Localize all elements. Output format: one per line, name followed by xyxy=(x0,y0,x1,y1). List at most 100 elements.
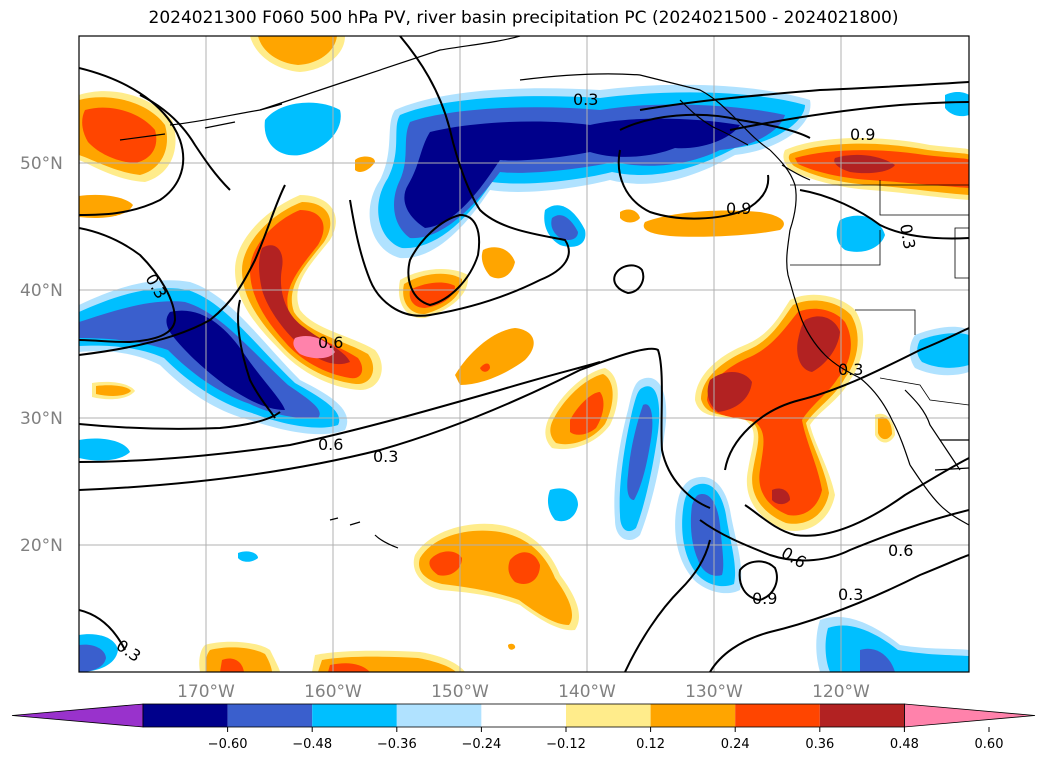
contour-06-long xyxy=(79,361,601,463)
map-plot-area: 0.3 0.9 0.9 0.3 0.6 0.3 0.3 0.6 0.3 0.6 … xyxy=(79,36,969,672)
country-borders xyxy=(790,180,969,406)
colorbar: −0.60 −0.48 −0.36 −0.24 −0.12 0.12 0.24 0.36 0.4… xyxy=(11,703,1036,752)
contour-06-crescent xyxy=(237,299,276,419)
lat-label: 40°N xyxy=(20,281,63,301)
lon-label: 170°W xyxy=(177,682,235,702)
aleutian-islands xyxy=(119,103,283,141)
warm-region-tiny-2 xyxy=(355,156,375,173)
contour-label: 0.9 xyxy=(850,125,875,144)
coastlines xyxy=(119,36,969,549)
contour-label: 0.3 xyxy=(896,222,919,250)
alaska-gulf-coast xyxy=(519,73,771,151)
blue-region-nw-small xyxy=(264,102,341,156)
alaska-coast xyxy=(169,36,521,126)
colorbar-segment xyxy=(396,704,482,727)
lat-label: 20°N xyxy=(20,536,63,556)
contour-label: 0.3 xyxy=(838,585,863,604)
contour-09-loop xyxy=(617,149,770,220)
warm-region-south-red-b xyxy=(508,552,540,585)
lon-label: 130°W xyxy=(685,682,743,702)
colorbar-frame xyxy=(142,703,905,728)
negative-anomaly-fills xyxy=(79,84,969,672)
contour-03-north-b xyxy=(349,36,570,317)
contour-vertical-south xyxy=(624,539,711,672)
colorbar-segment xyxy=(227,704,313,727)
colorbar-label: −0.60 xyxy=(208,737,248,752)
vancouver-island xyxy=(781,164,811,181)
contour-09-center-east xyxy=(619,113,811,139)
positive-anomaly-fills xyxy=(79,36,969,672)
contour-label: 0.6 xyxy=(318,333,343,352)
lon-label: 120°W xyxy=(812,682,870,702)
contour-09-wiggle xyxy=(79,411,281,430)
latitude-labels: 50°N 40°N 30°N 20°N xyxy=(20,154,63,556)
contour-06-east xyxy=(744,457,969,537)
blue-region-tiny-south xyxy=(238,551,258,562)
longitude-labels: 170°W 160°W 150°W 140°W 130°W 120°W xyxy=(177,682,870,702)
contour-label: 0.9 xyxy=(752,589,777,608)
colorbar-segment xyxy=(481,704,566,727)
blue-region-central-south-core xyxy=(690,494,724,576)
contour-09-northeast xyxy=(729,101,969,131)
warm-region-top-mid xyxy=(258,36,337,65)
contour-label: 0.9 xyxy=(726,199,751,218)
us-west-coast xyxy=(786,229,861,379)
colorbar-segment xyxy=(312,704,397,727)
contour-east-band xyxy=(799,189,969,240)
warm-region-east-main-red-b xyxy=(797,316,840,372)
map-frame xyxy=(78,35,970,673)
colorbar-label: −0.24 xyxy=(461,737,501,752)
contour-label: 0.3 xyxy=(838,360,863,379)
lon-label: 140°W xyxy=(558,682,616,702)
contour-label: 0.3 xyxy=(573,90,598,109)
contour-03-long xyxy=(79,347,711,509)
blue-region-se-bottom-core xyxy=(860,648,895,672)
lon-label: 150°W xyxy=(431,682,489,702)
warm-region-small-b-red xyxy=(480,363,490,372)
warm-region-south-red-a xyxy=(429,551,462,576)
contour-label: 0.6 xyxy=(318,435,343,454)
colorbar-segment xyxy=(819,704,905,727)
contour-03-west xyxy=(79,227,177,344)
lat-label: 50°N xyxy=(20,154,63,174)
map-title: 2024021300 F060 500 hPa PV, river basin … xyxy=(148,8,899,28)
colorbar-extend-high xyxy=(904,703,1036,728)
blue-region-mid-small-core xyxy=(551,215,578,240)
graticule xyxy=(79,36,969,672)
colorbar-label: −0.48 xyxy=(292,737,332,752)
contour-03-east-coast xyxy=(724,327,969,471)
colorbar-label: 0.60 xyxy=(975,737,1004,752)
blue-region-west-core xyxy=(166,310,285,410)
warm-region-tiny xyxy=(508,643,516,650)
warm-region-bottom-b-red xyxy=(328,663,370,672)
colorbar-segment xyxy=(143,704,228,727)
colorbar-segment xyxy=(566,704,651,727)
blue-region-bottom-left-core xyxy=(79,644,106,672)
contour-03-north xyxy=(79,67,185,216)
blue-region-east-inland xyxy=(836,215,885,252)
warm-region-small-a xyxy=(481,247,515,279)
colorbar-label: 0.24 xyxy=(721,737,750,752)
contour-03-bottom-left xyxy=(79,609,126,651)
baja-coast xyxy=(859,377,911,466)
blue-region-long-strip-core xyxy=(627,404,653,500)
contour-label: 0.3 xyxy=(373,447,398,466)
mexico-coast-2 xyxy=(904,389,961,471)
warm-region-small-b xyxy=(455,328,534,385)
contour-03-south xyxy=(709,554,969,672)
contour-closed-small xyxy=(613,264,645,295)
hawaii-islands xyxy=(329,517,399,549)
colorbar-label: 0.36 xyxy=(805,737,834,752)
warm-region-nw-inner xyxy=(82,107,157,163)
warm-region-small-c xyxy=(620,209,640,223)
blue-region-ne-corner xyxy=(945,91,969,117)
warm-region-crescent-pink xyxy=(293,335,335,359)
warm-region-sw-small-mid xyxy=(96,385,131,396)
contour-06-west xyxy=(79,184,286,356)
colorbar-label: 0.48 xyxy=(890,737,919,752)
contour-06-south xyxy=(699,509,969,562)
colorbar-extend-low xyxy=(11,703,144,728)
warm-region-northeast-red xyxy=(834,154,895,174)
colorbar-segment xyxy=(735,704,820,727)
